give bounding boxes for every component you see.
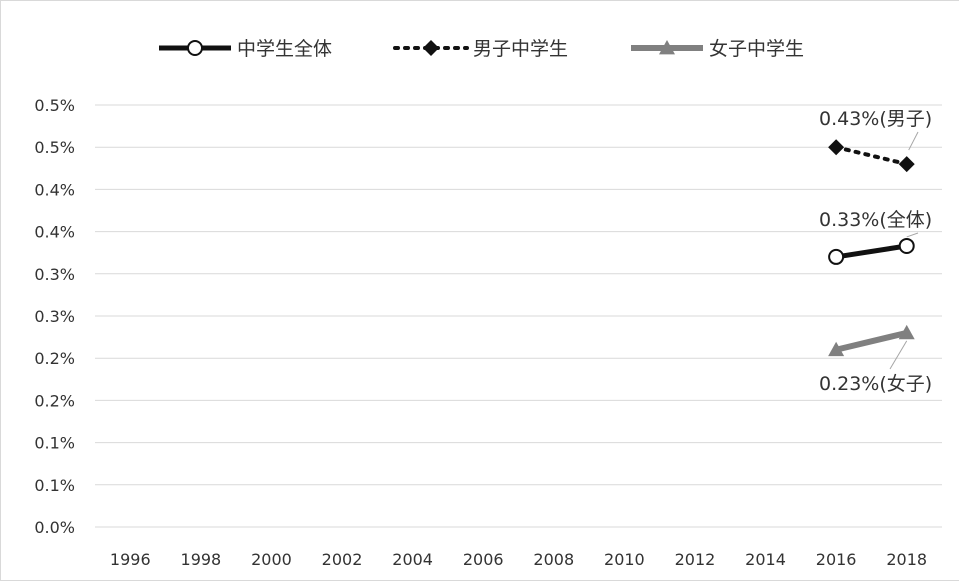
y-tick-label: 0.1%	[34, 476, 75, 495]
callout-line	[908, 131, 919, 151]
legend-marker	[187, 40, 203, 56]
data-point	[898, 237, 915, 254]
callout-line	[889, 340, 908, 370]
legend-label: 中学生全体	[237, 38, 332, 60]
series-boys	[828, 139, 915, 173]
annotation-label: 0.43%(男子)	[819, 108, 932, 130]
data-point	[828, 341, 845, 357]
y-tick-label: 0.2%	[34, 349, 75, 368]
legend: 中学生全体 男子中学生 女子中学生	[159, 38, 804, 60]
legend-marker	[423, 40, 439, 56]
series-line	[834, 145, 909, 167]
annotation-label: 0.33%(全体)	[819, 209, 932, 231]
x-tick-label: 2006	[463, 550, 504, 569]
series-line	[835, 329, 908, 353]
y-axis-ticks: 0.0% 0.1% 0.1% 0.2% 0.2% 0.3% 0.3% 0.4% 0.4% 0.5%…	[34, 96, 75, 537]
y-tick-label: 0.3%	[34, 265, 75, 284]
data-point	[828, 248, 845, 265]
y-tick-label: 0.1%	[34, 434, 75, 453]
series-line	[835, 243, 908, 260]
data-point	[828, 139, 845, 156]
data-point	[898, 156, 915, 173]
x-tick-label: 2000	[251, 550, 292, 569]
x-tick-label: 2002	[322, 550, 363, 569]
x-tick-label: 2018	[886, 550, 927, 569]
x-tick-label: 2004	[392, 550, 433, 569]
x-tick-label: 1998	[181, 550, 222, 569]
x-tick-label: 2008	[533, 550, 574, 569]
x-tick-label: 1996	[110, 550, 151, 569]
annotation-label: 0.23%(女子)	[819, 373, 932, 395]
x-axis-ticks: 1996 1998 2000 2002 2004 2006 2008 2010 2012 2014…	[110, 550, 927, 569]
y-tick-label: 0.4%	[34, 180, 75, 199]
legend-label: 女子中学生	[709, 38, 804, 60]
callout-line	[906, 232, 919, 238]
gridlines	[95, 104, 942, 528]
legend-item-all: 中学生全体	[159, 38, 332, 60]
y-tick-label: 0.4%	[34, 223, 75, 242]
legend-item-girls: 女子中学生	[631, 38, 804, 60]
data-point	[898, 324, 915, 340]
series-girls	[828, 324, 915, 357]
legend-marker	[659, 40, 675, 55]
x-tick-label: 2016	[816, 550, 857, 569]
x-tick-label: 2014	[745, 550, 786, 569]
series-layer	[828, 139, 915, 357]
y-tick-label: 0.0%	[34, 518, 75, 537]
y-tick-label: 0.5%	[34, 138, 75, 157]
y-tick-label: 0.2%	[34, 391, 75, 410]
y-tick-label: 0.5%	[34, 96, 75, 115]
annotations: 0.43%(男子) 0.33%(全体) 0.23%(女子)	[819, 108, 932, 395]
x-tick-label: 2010	[604, 550, 645, 569]
x-tick-label: 2012	[675, 550, 716, 569]
legend-item-boys: 男子中学生	[393, 38, 568, 60]
series-all	[828, 237, 915, 265]
y-tick-label: 0.3%	[34, 307, 75, 326]
legend-label: 男子中学生	[473, 38, 568, 60]
